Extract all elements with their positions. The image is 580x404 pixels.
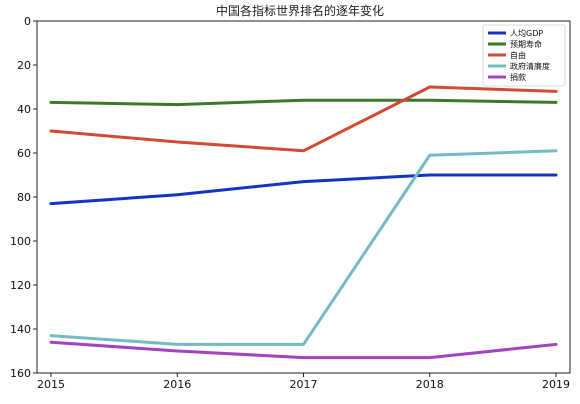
legend-label: 捐款 <box>510 72 526 82</box>
series-line-4 <box>49 340 558 360</box>
y-tick-label: 100 <box>10 235 31 248</box>
y-tick-label: 20 <box>17 59 31 72</box>
chart-title: 中国各指标世界排名的逐年变化 <box>216 3 384 18</box>
series-line-1 <box>49 98 558 107</box>
y-tick-label: 80 <box>17 191 31 204</box>
legend-label: 政府清廉度 <box>510 61 550 71</box>
x-tick-label: 2019 <box>542 378 570 391</box>
x-tick-label: 2015 <box>37 378 65 391</box>
legend-label: 自由 <box>510 50 526 60</box>
y-tick-label: 120 <box>10 279 31 292</box>
y-axis: 0 20 40 60 80 100 120 140 160 <box>10 15 37 380</box>
legend-label: 人均GDP <box>510 28 543 38</box>
y-tick-label: 0 <box>24 15 31 28</box>
y-tick-label: 140 <box>10 323 31 336</box>
y-tick-label: 160 <box>10 367 31 380</box>
x-tick-label: 2018 <box>416 378 444 391</box>
legend-box <box>482 24 566 87</box>
y-tick-label: 60 <box>17 147 31 160</box>
x-tick-label: 2017 <box>290 378 318 391</box>
series-line-0 <box>49 173 558 206</box>
y-tick-label: 40 <box>17 103 31 116</box>
x-axis: 2015 2016 2017 2018 2019 <box>37 373 570 391</box>
series-line-3 <box>49 149 558 346</box>
legend-label: 预期寿命 <box>510 39 542 49</box>
x-tick-label: 2016 <box>163 378 191 391</box>
series-line-2 <box>49 85 558 153</box>
series-layer <box>49 85 558 360</box>
